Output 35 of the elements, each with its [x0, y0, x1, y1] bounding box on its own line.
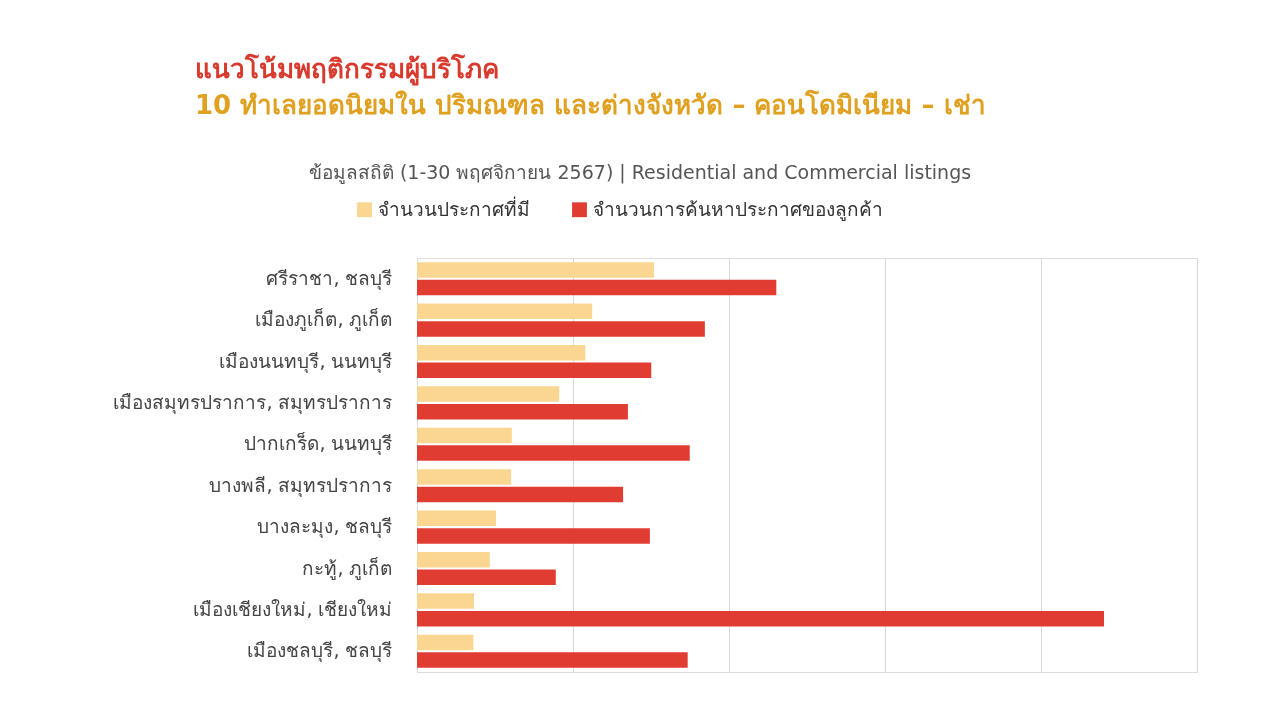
y-tick-label: เมืองภูเก็ต, ภูเก็ต — [255, 307, 393, 332]
y-tick-label: บางละมุง, ชลบุรี — [257, 515, 393, 540]
bar — [417, 486, 624, 503]
y-tick-label: เมืองนนทบุรี, นนทบุรี — [219, 349, 393, 374]
bar — [417, 427, 512, 444]
text: ข้อมูลสถิติ (1-30 พฤศจิกายน 2567) | Residential and Commercial listings — [308, 161, 972, 184]
y-tick-label: ปากเกร็ด, นนทบุรี — [244, 431, 393, 457]
bar — [417, 528, 650, 544]
chart-subtitle: 10 ทำเลยอดนิยมใน ปริมณฑล และต่างจังหวัด – คอนโดมิเนียม – เช่า — [195, 89, 986, 120]
bar — [417, 303, 593, 320]
y-tick-label: เมืองเชียงใหม่, เชียงใหม่ — [193, 597, 393, 620]
bar — [417, 321, 705, 337]
bar — [417, 279, 777, 296]
legend-label: จำนวนการค้นหาประกาศของลูกค้า — [593, 197, 883, 221]
bar — [417, 551, 490, 568]
y-tick-label: เมืองชลบุรี, ชลบุรี — [247, 639, 393, 664]
bar — [417, 569, 556, 586]
bar — [417, 386, 560, 402]
bar — [417, 510, 497, 527]
y-tick-label: กะทู้, ภูเก็ต — [302, 555, 393, 580]
bar — [417, 445, 690, 461]
bar — [417, 362, 652, 379]
bar — [417, 634, 474, 651]
bar — [417, 652, 688, 668]
bar — [417, 593, 475, 609]
bar — [417, 469, 512, 485]
y-tick-label: บางพลี, สมุทรปราการ — [209, 473, 393, 498]
legend-label: จำนวนประกาศที่มี — [378, 195, 530, 220]
bar — [417, 403, 628, 420]
y-tick-label: เมืองสมุทรปราการ, สมุทรปราการ — [113, 390, 393, 415]
bar — [417, 610, 1104, 627]
chart-title: แนวโน้มพฤติกรรมผู้บริโภค — [195, 53, 499, 86]
bar — [417, 262, 655, 278]
bar — [417, 344, 586, 361]
y-tick-label: ศรีราชา, ชลบุรี — [266, 266, 393, 291]
